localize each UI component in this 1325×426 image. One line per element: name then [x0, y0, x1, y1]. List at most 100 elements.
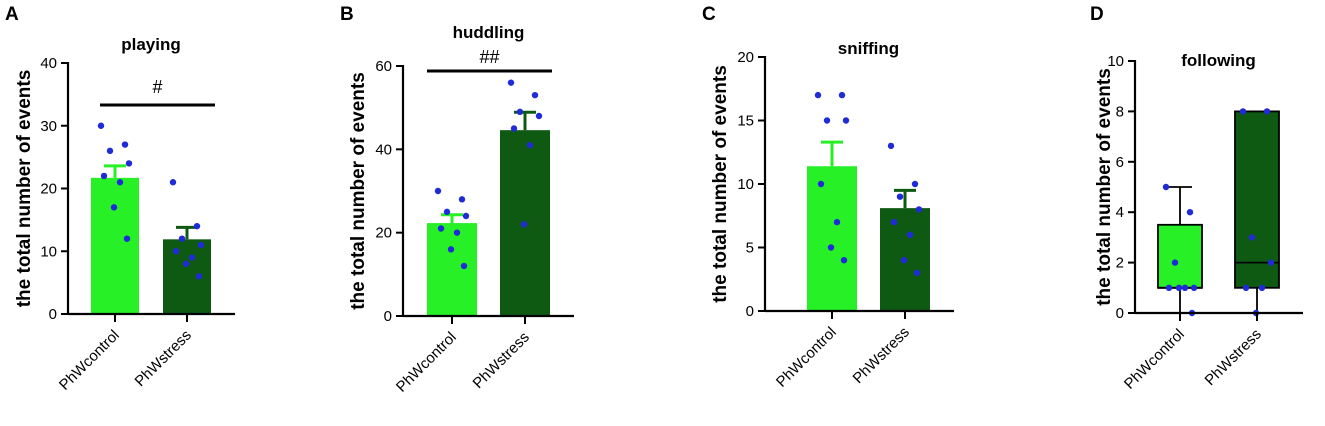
- data-point: [896, 193, 904, 200]
- y-tick-label: 10: [40, 243, 57, 260]
- data-point: [1239, 108, 1247, 115]
- data-point: [842, 117, 850, 124]
- y-tick-label: 15: [737, 113, 754, 130]
- bar-phwcontrol: [91, 177, 139, 314]
- chart-title: following: [1181, 51, 1256, 70]
- y-tick-label: 30: [40, 118, 57, 135]
- data-point: [1263, 108, 1271, 115]
- data-point: [121, 141, 129, 148]
- data-point: [840, 257, 848, 264]
- data-point: [125, 160, 133, 167]
- data-point: [535, 112, 543, 120]
- y-tick-label: 0: [746, 303, 754, 320]
- y-tick-label: 0: [384, 308, 392, 325]
- data-point: [1242, 284, 1250, 291]
- y-axis-label: the total number of events: [710, 65, 731, 303]
- data-point: [1258, 284, 1266, 291]
- data-point: [172, 248, 180, 255]
- data-point: [195, 273, 203, 280]
- data-point: [178, 235, 186, 242]
- significance-marker: ##: [479, 47, 499, 67]
- bar-phwcontrol: [807, 166, 857, 311]
- data-point: [823, 117, 831, 124]
- data-point: [911, 180, 919, 188]
- y-tick-label: 60: [375, 58, 392, 75]
- data-point: [462, 212, 470, 220]
- data-point: [516, 108, 524, 116]
- chart-title: sniffing: [838, 39, 899, 58]
- data-point: [1267, 259, 1275, 266]
- data-point: [833, 218, 841, 226]
- y-tick-label: 40: [375, 141, 392, 158]
- data-point: [520, 221, 528, 228]
- y-tick-label: 0: [49, 306, 57, 323]
- data-point: [510, 125, 518, 132]
- significance-marker: #: [152, 77, 162, 97]
- data-point: [906, 231, 914, 238]
- data-point: [458, 196, 466, 203]
- data-point: [193, 222, 201, 230]
- data-point: [447, 246, 455, 253]
- data-point: [97, 122, 105, 129]
- data-point: [188, 254, 196, 261]
- bar-phwcontrol: [427, 223, 477, 316]
- data-point: [123, 235, 131, 242]
- chart-title: playing: [121, 35, 181, 54]
- data-point: [106, 147, 114, 155]
- y-axis-label: the total number of events: [1094, 68, 1115, 306]
- x-tick-label: PhWstress: [132, 327, 195, 390]
- box-phwcontrol: [1157, 223, 1203, 289]
- data-point: [1171, 259, 1179, 266]
- y-axis-label: the total number of events: [348, 72, 369, 310]
- data-point: [197, 241, 205, 249]
- bar-phwstress: [163, 239, 211, 314]
- data-point: [182, 260, 190, 267]
- x-tick-label: PhWstress: [470, 329, 533, 392]
- x-tick-label: PhWstress: [850, 324, 913, 387]
- panel-letter: D: [1090, 4, 1104, 25]
- data-point: [1165, 284, 1173, 291]
- panel-letter: A: [5, 4, 19, 25]
- data-point: [814, 91, 822, 99]
- data-point: [453, 229, 461, 236]
- data-point: [1162, 183, 1170, 191]
- x-tick-label: PhWstress: [1202, 326, 1265, 389]
- y-tick-label: 10: [1107, 53, 1124, 70]
- y-tick-label: 10: [737, 176, 754, 193]
- y-tick-label: 6: [1116, 154, 1124, 171]
- data-point: [890, 218, 898, 226]
- y-tick-label: 20: [40, 181, 57, 198]
- data-point: [434, 187, 442, 195]
- data-point: [1175, 284, 1183, 291]
- data-point: [526, 141, 534, 149]
- y-tick-label: 20: [737, 49, 754, 66]
- x-tick-label: PhWcontrol: [773, 324, 840, 391]
- data-point: [838, 91, 846, 99]
- data-point: [1181, 284, 1189, 291]
- data-point: [169, 179, 177, 186]
- chart-title: huddling: [453, 23, 525, 42]
- data-point: [817, 180, 825, 188]
- y-tick-label: 20: [375, 225, 392, 242]
- y-tick-label: 8: [1116, 103, 1124, 120]
- x-tick-label: PhWcontrol: [393, 329, 460, 396]
- data-point: [1190, 284, 1198, 291]
- data-point: [1248, 234, 1256, 241]
- panel-letter: C: [702, 4, 716, 25]
- data-point: [110, 204, 118, 211]
- data-point: [915, 206, 923, 213]
- y-tick-label: 40: [40, 55, 57, 72]
- data-point: [887, 142, 895, 150]
- data-point: [827, 244, 835, 251]
- y-axis-label: the total number of events: [14, 70, 35, 308]
- y-tick-label: 4: [1116, 204, 1124, 221]
- data-point: [1186, 209, 1194, 216]
- data-point: [913, 269, 921, 277]
- data-point: [100, 172, 108, 180]
- data-point: [437, 225, 445, 232]
